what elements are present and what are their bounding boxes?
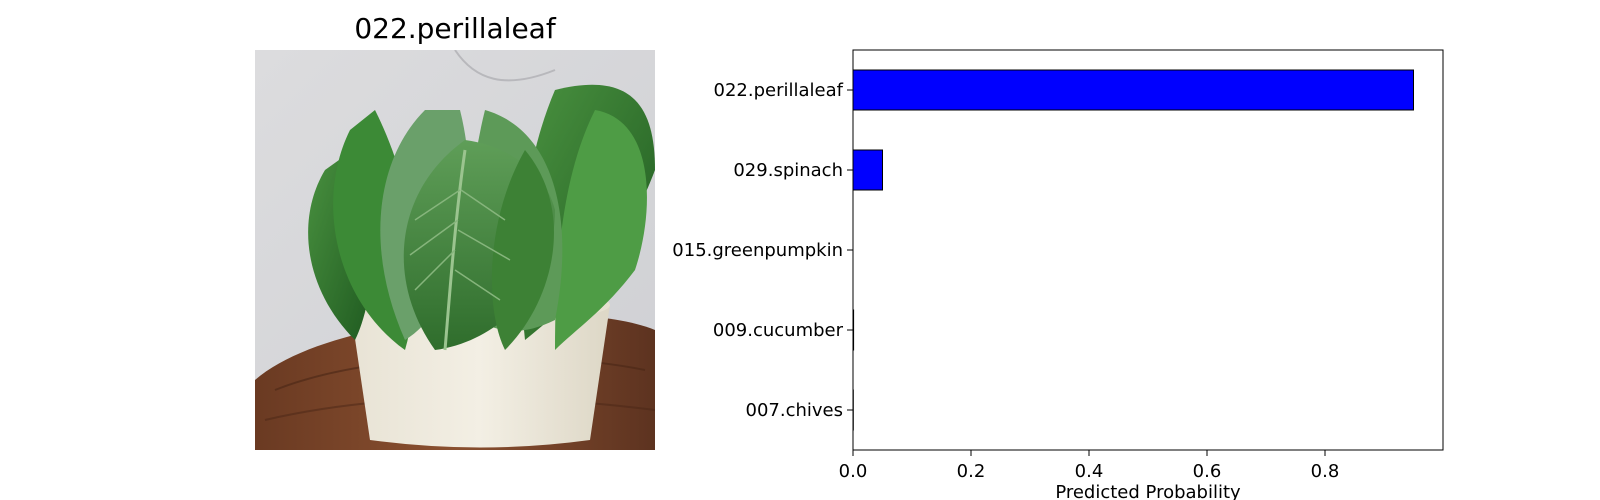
x-tick-label-1: 0.2 [957, 461, 986, 482]
y-ticks-group: 022.perillaleaf 029.spinach 015.greenpumpk… [672, 80, 853, 421]
y-tick-label-1: 029.spinach [733, 160, 843, 181]
bar-1 [852, 149, 883, 191]
x-axis-label: Predicted Probability [1055, 482, 1241, 500]
x-tick-label-3: 0.6 [1193, 461, 1222, 482]
image-title: 022.perillaleaf [354, 12, 556, 45]
x-tick-label-2: 0.4 [1075, 461, 1104, 482]
y-tick-label-0: 022.perillaleaf [714, 80, 844, 101]
bar-0 [852, 69, 1414, 111]
y-tick-label-2: 015.greenpumpkin [672, 240, 843, 261]
x-ticks-group: 0.0 0.2 0.4 0.6 0.8 [839, 450, 1340, 482]
x-tick-label-0: 0.0 [839, 461, 868, 482]
bars-group [852, 69, 1414, 431]
perilla-leaf-photo [255, 50, 655, 450]
y-tick-label-4: 007.chives [746, 400, 844, 421]
x-tick-label-4: 0.8 [1311, 461, 1340, 482]
y-tick-label-3: 009.cucumber [713, 320, 844, 341]
